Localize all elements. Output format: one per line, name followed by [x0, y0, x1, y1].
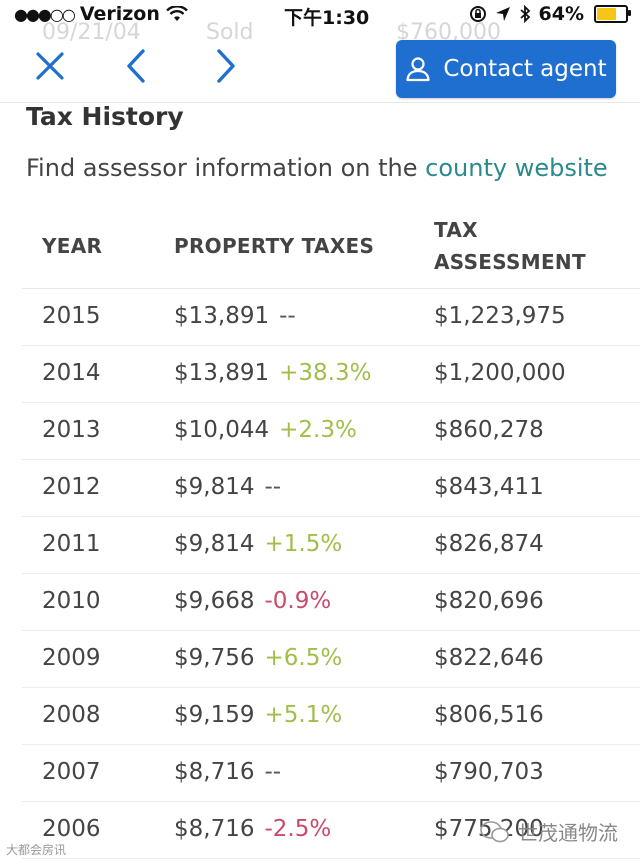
cell-property-tax: $9,756 +6.5%: [174, 645, 342, 671]
cell-assessment: $826,874: [434, 531, 544, 557]
tax-amount: $9,814: [174, 474, 255, 500]
battery-percent: 64%: [538, 3, 584, 25]
tax-history-table: YEAR PROPERTY TAXES TAX ASSESSMENT 2015 $…: [22, 202, 640, 859]
cell-year: 2011: [42, 531, 101, 557]
tax-amount: $13,891: [174, 303, 270, 329]
assessor-intro: Find assessor information on the county …: [26, 154, 608, 182]
cell-property-tax: $9,814 --: [174, 474, 281, 500]
table-header: YEAR PROPERTY TAXES TAX ASSESSMENT: [22, 202, 640, 289]
tax-change: -0.9%: [264, 588, 332, 614]
watermark-left: 大都会房讯: [6, 843, 67, 857]
chevron-right-icon: [217, 49, 235, 83]
tax-change: --: [264, 474, 282, 500]
tax-change: +5.1%: [264, 702, 343, 728]
watermark-right-text: 世茂通物流: [518, 821, 618, 845]
table-row: 2015 $13,891 -- $1,223,975: [22, 289, 640, 346]
tax-change: -2.5%: [264, 816, 332, 842]
carrier-group: ●●●○○ Verizon: [14, 3, 188, 25]
table-row: 2007 $8,716 -- $790,703: [22, 745, 640, 802]
cell-year: 2012: [42, 474, 101, 500]
header-tax-assessment-line2: ASSESSMENT: [434, 250, 586, 274]
person-icon: [406, 57, 430, 82]
bluetooth-icon: [519, 5, 530, 23]
cell-year: 2008: [42, 702, 101, 728]
tax-amount: $8,716: [174, 816, 255, 842]
table-row: 2006 $8,716 -2.5% $775,200: [22, 802, 640, 859]
carrier-name: Verizon: [79, 3, 160, 25]
status-bar: ●●●○○ Verizon 下午1:30 64%: [0, 0, 640, 30]
tax-amount: $8,716: [174, 759, 255, 785]
cell-assessment: $1,200,000: [434, 360, 566, 386]
cell-assessment: $860,278: [434, 417, 544, 443]
cell-property-tax: $8,716 --: [174, 759, 281, 785]
tax-change: +38.3%: [279, 360, 372, 386]
orientation-lock-icon: [469, 6, 486, 22]
cell-assessment: $822,646: [434, 645, 544, 671]
wifi-icon: [166, 6, 188, 21]
tax-change: +2.3%: [279, 417, 357, 443]
contact-agent-label: Contact agent: [443, 56, 607, 82]
header-property-taxes: PROPERTY TAXES: [174, 234, 375, 258]
close-button[interactable]: [30, 46, 70, 86]
ghost-date: 09/21/04: [42, 20, 141, 45]
header-tax-assessment-line1: TAX: [434, 218, 478, 242]
tax-amount: $9,756: [174, 645, 255, 671]
section-title: Tax History: [26, 102, 184, 131]
cell-year: 2013: [42, 417, 101, 443]
ghost-event: Sold: [206, 20, 254, 45]
table-row: 2014 $13,891 +38.3% $1,200,000: [22, 346, 640, 403]
cell-assessment: $806,516: [434, 702, 544, 728]
wechat-icon: [480, 820, 509, 842]
table-row: 2009 $9,756 +6.5% $822,646: [22, 631, 640, 688]
location-arrow-icon: [495, 7, 510, 21]
tax-change: +6.5%: [264, 645, 343, 671]
cell-assessment: $790,703: [434, 759, 544, 785]
signal-dots-icon: ●●●○○: [14, 4, 76, 24]
previous-button[interactable]: [116, 46, 156, 86]
tax-change: +1.5%: [264, 531, 343, 557]
tax-change: --: [264, 759, 282, 785]
cell-year: 2014: [42, 360, 101, 386]
status-right-group: 64%: [469, 3, 631, 25]
cell-year: 2006: [42, 816, 101, 842]
battery-fill: [597, 8, 617, 20]
cell-assessment: $820,696: [434, 588, 544, 614]
tax-amount: $13,891: [174, 360, 270, 386]
cell-year: 2009: [42, 645, 101, 671]
cell-property-tax: $13,891 +38.3%: [174, 360, 371, 386]
watermark-right: 世茂通物流: [480, 817, 618, 846]
next-button[interactable]: [206, 46, 246, 86]
table-body: 2015 $13,891 -- $1,223,975 2014 $13,891 +38.3%…: [22, 289, 640, 859]
table-row: 2008 $9,159 +5.1% $806,516: [22, 688, 640, 745]
intro-text: Find assessor information on the: [26, 154, 426, 182]
chevron-left-icon: [127, 49, 145, 83]
tax-amount: $10,044: [174, 417, 270, 443]
cell-assessment: $1,223,975: [434, 303, 566, 329]
table-row: 2011 $9,814 +1.5% $826,874: [22, 517, 640, 574]
table-row: 2012 $9,814 -- $843,411: [22, 460, 640, 517]
tax-amount: $9,668: [174, 588, 255, 614]
cell-year: 2010: [42, 588, 101, 614]
nav-bar: Contact agent: [0, 30, 640, 103]
cell-property-tax: $9,159 +5.1%: [174, 702, 342, 728]
table-row: 2013 $10,044 +2.3% $860,278: [22, 403, 640, 460]
county-website-link[interactable]: county website: [425, 154, 608, 182]
tax-amount: $9,814: [174, 531, 255, 557]
cell-property-tax: $13,891 --: [174, 303, 296, 329]
close-icon: [36, 52, 64, 80]
status-time: 下午1:30: [284, 7, 370, 29]
tax-amount: $9,159: [174, 702, 255, 728]
battery-icon: [594, 5, 631, 23]
cell-property-tax: $9,668 -0.9%: [174, 588, 331, 614]
header-year: YEAR: [42, 234, 103, 258]
cell-property-tax: $9,814 +1.5%: [174, 531, 342, 557]
table-row: 2010 $9,668 -0.9% $820,696: [22, 574, 640, 631]
contact-agent-button[interactable]: Contact agent: [396, 40, 616, 98]
cell-property-tax: $10,044 +2.3%: [174, 417, 357, 443]
cell-property-tax: $8,716 -2.5%: [174, 816, 331, 842]
cell-year: 2015: [42, 303, 101, 329]
cell-year: 2007: [42, 759, 101, 785]
tax-change: --: [279, 303, 296, 329]
cell-assessment: $843,411: [434, 474, 544, 500]
